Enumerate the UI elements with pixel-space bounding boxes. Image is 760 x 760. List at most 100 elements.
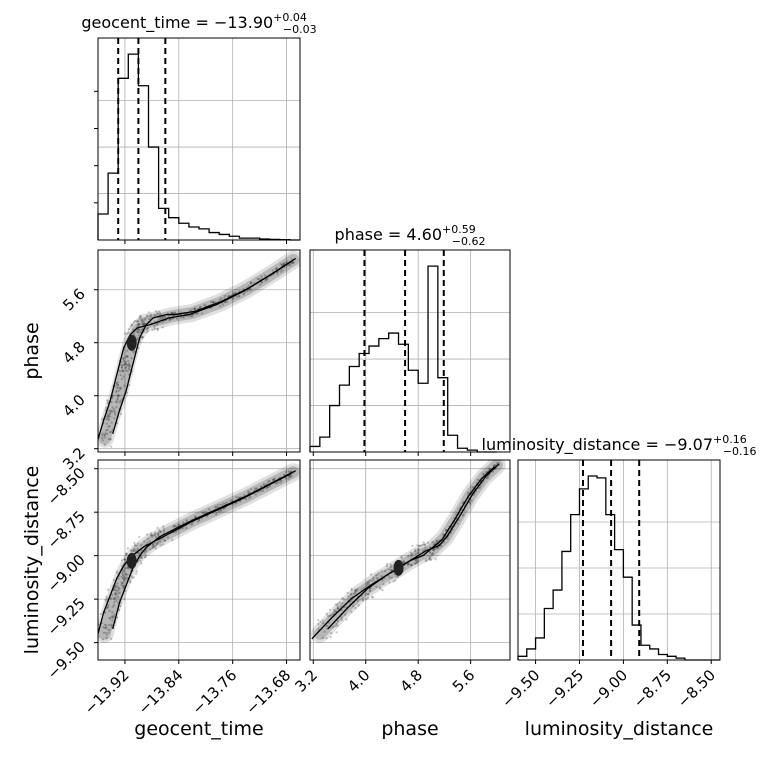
sample-point [488,467,491,470]
sample-point [157,534,160,537]
sample-point [152,543,155,546]
sample-point [114,413,117,416]
sample-point [105,429,108,432]
sample-point [317,622,320,626]
sample-point [142,320,145,323]
joint-panel-geocent_time-phase [94,249,301,456]
sample-point [105,626,108,629]
sample-point [109,412,112,415]
density-peak [393,559,404,576]
sample-point [153,313,156,316]
sample-point [123,332,126,335]
sample-point [337,607,340,610]
sample-point [426,541,429,544]
sample-point [125,573,128,576]
sample-point [157,533,160,536]
sample-point [139,330,142,334]
sample-point [249,287,252,290]
sample-point [144,555,147,558]
sample-point [117,587,120,590]
sample-point [120,581,123,584]
sample-point [431,548,435,551]
sample-point [335,631,338,634]
sample-point [131,323,134,326]
sample-point [242,287,245,290]
sample-point [340,616,343,619]
sample-point [137,551,140,555]
contour-line [98,473,292,637]
sample-point [106,402,109,405]
sample-point [284,261,288,264]
sample-point [119,604,122,608]
sample-point [140,549,143,552]
sample-point [138,316,141,319]
sample-point [265,277,268,281]
sample-point [328,608,331,611]
sample-point [156,323,159,326]
sample-point [216,506,219,509]
sample-point [114,593,117,596]
sample-point [104,418,108,421]
density-band-outer [310,460,506,643]
sample-point [154,547,157,550]
sample-point [220,297,223,300]
sample-point [407,555,410,558]
sample-point [218,510,221,513]
sample-point [124,367,127,370]
sample-point [256,277,259,280]
x-tick-label-phase: 5.6 [449,666,479,696]
sample-point [114,411,117,414]
sample-point [157,540,160,544]
sample-point [429,557,432,560]
sample-point [496,462,499,465]
sample-point [417,548,420,551]
sample-point [475,481,478,484]
sample-point [385,565,388,568]
sample-point [414,548,417,552]
sample-point [114,586,117,589]
sample-point [486,475,489,478]
sample-point [223,296,226,299]
sample-point [354,589,357,592]
hist-title-geocent_time: geocent_time = −13.90+0.04 −0.03 [81,11,316,36]
sample-point [281,263,284,266]
sample-point [421,543,425,546]
sample-point [104,432,107,435]
sample-point [123,361,126,364]
sample-point [141,323,144,326]
sample-point [156,329,159,332]
sample-point [338,601,341,604]
sample-point [141,328,144,331]
sample-point [143,540,146,543]
sample-point [264,279,267,282]
sample-point [150,532,153,535]
sample-point [101,638,104,641]
sample-point [103,611,107,615]
contour-line [112,257,297,434]
sample-point [150,316,153,319]
sample-point [127,567,130,570]
sample-point [418,544,421,547]
sample-point [284,477,288,480]
sample-point [178,311,181,314]
sample-point [223,507,226,510]
sample-point [104,627,107,630]
sample-point [125,332,128,335]
sample-point [118,386,121,389]
sample-point [117,595,120,599]
sample-point [103,433,106,436]
sample-point [120,559,123,562]
sample-point [287,470,290,473]
sample-point [410,563,413,567]
sample-point [253,487,256,490]
sample-point [117,394,121,397]
sample-point [280,479,283,482]
sample-point [193,307,196,310]
sample-point [250,488,253,491]
sample-point [105,636,108,639]
sample-point [177,523,180,526]
sample-point [466,491,470,494]
sample-point [132,333,136,336]
sample-point [105,633,108,636]
sample-point [410,564,413,567]
